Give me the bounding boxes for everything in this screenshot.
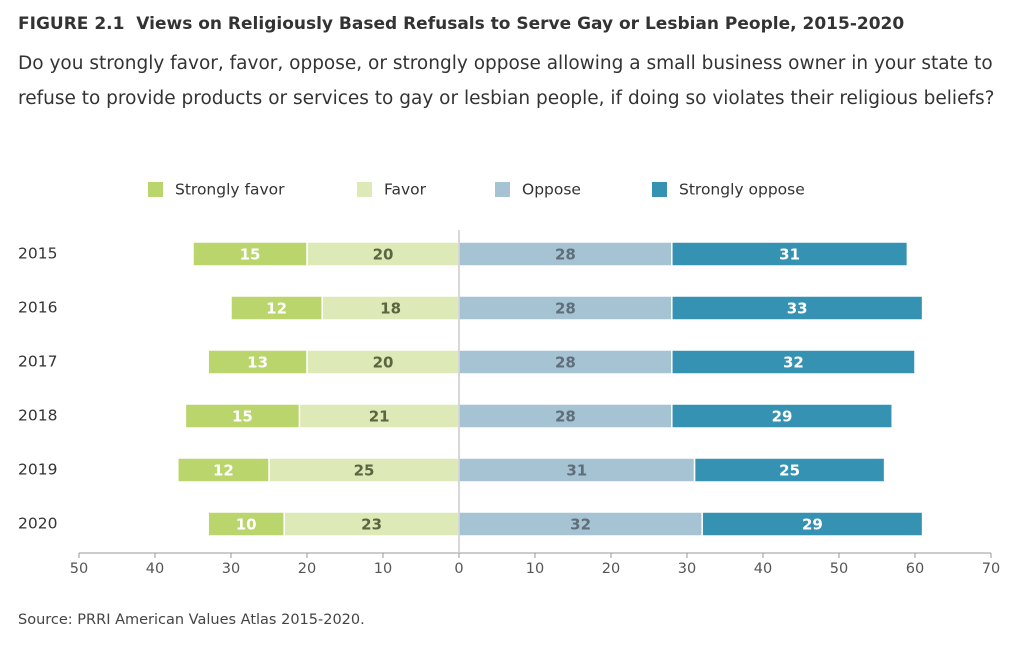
legend-swatch <box>357 182 372 197</box>
bar <box>230 295 323 321</box>
value-label: 20 <box>373 246 394 264</box>
bar <box>177 457 270 483</box>
value-label: 28 <box>555 408 576 426</box>
x-tick-label: 0 <box>454 561 463 577</box>
value-label: 21 <box>369 408 390 426</box>
x-tick-label: 10 <box>374 561 392 577</box>
bar <box>458 457 696 483</box>
legend-swatch <box>148 182 163 197</box>
bar <box>701 511 924 537</box>
chart: Strongly favor Favor Oppose Strongly oppose… <box>18 181 1000 578</box>
chart-title: FIGURE 2.1 Views on Religiously Based Re… <box>18 14 905 34</box>
bar <box>306 241 460 267</box>
value-label: 28 <box>555 300 576 318</box>
value-label: 25 <box>779 462 800 480</box>
x-tick-label: 70 <box>982 561 1000 577</box>
y-tick-label: 2020 <box>18 515 57 533</box>
bar <box>671 295 924 321</box>
value-label: 15 <box>240 246 261 264</box>
value-label: 25 <box>354 462 375 480</box>
bar <box>207 349 308 375</box>
y-tick-label: 2017 <box>18 353 57 371</box>
x-tick-label: 40 <box>146 561 164 577</box>
chart-subtitle: Do you strongly favor, favor, oppose, or… <box>18 53 995 109</box>
bar <box>671 241 909 267</box>
x-tick-label: 20 <box>602 561 620 577</box>
value-label: 31 <box>566 462 587 480</box>
value-label: 31 <box>779 246 800 264</box>
value-label: 32 <box>570 516 591 534</box>
y-tick-label: 2015 <box>18 245 57 263</box>
x-tick-label: 30 <box>222 561 240 577</box>
bar <box>671 349 916 375</box>
bar <box>283 511 460 537</box>
y-tick-label: 2019 <box>18 461 57 479</box>
value-label: 29 <box>802 516 823 534</box>
value-label: 12 <box>266 300 287 318</box>
value-label: 32 <box>783 354 804 372</box>
value-label: 13 <box>247 354 268 372</box>
value-label: 28 <box>555 246 576 264</box>
bar <box>184 403 301 429</box>
value-label: 15 <box>232 408 253 426</box>
bar <box>306 349 460 375</box>
x-tick-label: 20 <box>298 561 316 577</box>
value-label: 12 <box>213 462 234 480</box>
value-label: 20 <box>373 354 394 372</box>
value-label: 23 <box>361 516 382 534</box>
bar <box>192 241 308 267</box>
x-tick-label: 60 <box>906 561 924 577</box>
legend-label: Oppose <box>522 181 581 199</box>
x-tick-label: 10 <box>526 561 544 577</box>
value-label: 10 <box>236 516 257 534</box>
legend-swatch <box>652 182 667 197</box>
value-label: 33 <box>787 300 808 318</box>
x-tick-label: 50 <box>70 561 88 577</box>
x-tick-label: 30 <box>678 561 696 577</box>
legend-label: Strongly favor <box>175 181 285 199</box>
legend-label: Strongly oppose <box>679 181 805 199</box>
y-tick-label: 2016 <box>18 299 57 317</box>
bar <box>671 403 893 429</box>
y-tick-label: 2018 <box>18 407 57 425</box>
bar <box>458 241 673 267</box>
value-label: 29 <box>772 408 793 426</box>
legend-swatch <box>495 182 510 197</box>
value-label: 18 <box>380 300 401 318</box>
value-label: 28 <box>555 354 576 372</box>
source-note: Source: PRRI American Values Atlas 2015-… <box>18 612 365 628</box>
x-tick-label: 40 <box>754 561 772 577</box>
bar <box>693 457 886 483</box>
x-tick-label: 50 <box>830 561 848 577</box>
bar <box>207 511 285 537</box>
legend-label: Favor <box>384 181 427 199</box>
